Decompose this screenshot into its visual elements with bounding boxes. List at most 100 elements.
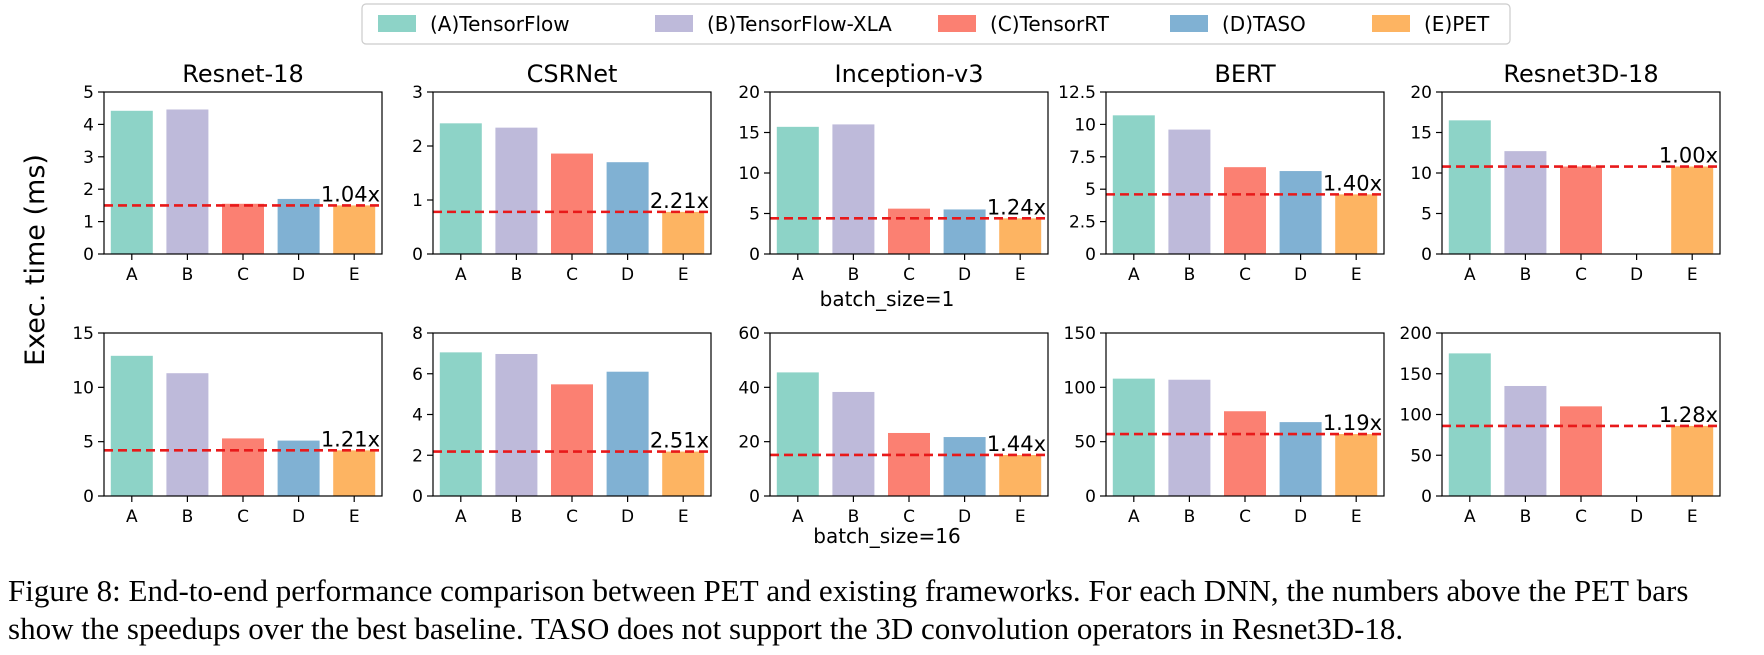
y-tick-label: 15 <box>738 124 760 144</box>
speedup-label: 1.00x <box>1659 144 1718 168</box>
y-tick-label: 60 <box>738 324 760 344</box>
panel-7: 0 2 4 6 8 A B C D E 2.51x <box>412 324 712 527</box>
bar-A <box>776 126 819 254</box>
bar-B <box>166 373 209 496</box>
legend-swatch-2 <box>655 15 693 32</box>
panel-2: 0 1 2 3 A B C D E CSRNet 2.21x <box>412 60 712 285</box>
row-label-batch-1: batch_size=1 <box>820 287 955 311</box>
y-tick-label: 0 <box>1085 487 1096 507</box>
x-tick-label-A: A <box>455 265 467 285</box>
x-tick-label-C: C <box>1239 507 1251 527</box>
legend-frame <box>361 3 1511 45</box>
x-tick-label-E: E <box>1015 507 1026 527</box>
y-tick-label: 5 <box>83 433 94 453</box>
bar-B <box>1168 379 1211 496</box>
y-tick-label: 100 <box>1400 406 1432 426</box>
bar-E <box>1335 434 1378 496</box>
y-tick-label: 12.5 <box>1058 83 1096 103</box>
y-tick-label: 10 <box>738 164 760 184</box>
bar-C <box>888 208 930 254</box>
y-tick-label: 0 <box>1085 245 1096 265</box>
bar-C <box>1224 167 1266 254</box>
y-tick-label: 150 <box>1064 324 1096 344</box>
speedup-label: 1.40x <box>1323 171 1382 195</box>
bar-E <box>1335 194 1378 254</box>
x-tick-label-D: D <box>1630 507 1643 527</box>
bar-A <box>439 352 482 496</box>
bar-D <box>277 440 320 496</box>
bar-D <box>606 162 649 254</box>
chart-panels: 0 1 2 3 4 5 A B C D E Resnet-18 1.04x 0 1 2 3 A B C D E CSRNet… <box>72 60 1721 527</box>
x-tick-label-C: C <box>1575 507 1587 527</box>
y-tick-label: 0 <box>412 245 423 265</box>
bar-A <box>1448 120 1491 254</box>
bar-C <box>1560 166 1602 254</box>
y-tick-label: 20 <box>1410 83 1432 103</box>
bar-E <box>1671 425 1714 496</box>
panel-title: Resnet-18 <box>182 60 303 88</box>
x-tick-label-C: C <box>903 507 915 527</box>
bar-C <box>222 438 264 496</box>
bar-B <box>832 124 875 255</box>
bar-D <box>943 437 986 496</box>
x-tick-label-D: D <box>621 265 634 285</box>
y-tick-label: 50 <box>1410 446 1432 466</box>
y-tick-label: 5 <box>1085 180 1096 200</box>
x-tick-label-B: B <box>511 265 523 285</box>
x-tick-label-A: A <box>126 265 138 285</box>
y-axis-label: Exec. time (ms) <box>20 154 51 366</box>
panel-8: 0 20 40 60 A B C D E 1.44x <box>738 324 1049 527</box>
legend-swatch-3 <box>938 15 976 32</box>
panel-9: 0 50 100 150 A B C D E 1.19x <box>1064 324 1385 527</box>
x-tick-label-C: C <box>237 507 249 527</box>
legend-label-2: (B)TensorFlow-XLA <box>707 12 892 36</box>
y-tick-label: 10 <box>1410 164 1432 184</box>
x-tick-label-E: E <box>678 507 689 527</box>
y-tick-label: 4 <box>83 115 94 135</box>
y-tick-label: 3 <box>83 148 94 168</box>
x-tick-label-D: D <box>621 507 634 527</box>
y-tick-label: 5 <box>749 205 760 225</box>
legend-label-1: (A)TensorFlow <box>430 12 570 36</box>
x-tick-label-E: E <box>1351 507 1362 527</box>
y-tick-label: 0 <box>412 487 423 507</box>
x-tick-label-D: D <box>1294 507 1307 527</box>
caption-smallcaps-1: ET <box>720 573 759 608</box>
bar-E <box>662 211 705 254</box>
x-tick-label-A: A <box>126 507 138 527</box>
y-tick-label: 0 <box>83 245 94 265</box>
bar-D <box>1279 171 1322 254</box>
bar-A <box>1112 115 1155 254</box>
panel-5: 0 5 10 15 20 A B C D E Resnet3D-18 1.00x <box>1410 60 1721 285</box>
x-tick-label-C: C <box>566 507 578 527</box>
legend-swatch-4 <box>1170 15 1208 32</box>
row-label-batch-16: batch_size=16 <box>813 524 960 548</box>
y-tick-label: 0 <box>749 487 760 507</box>
legend-label-5: (E)PET <box>1424 12 1490 36</box>
bar-C <box>1560 406 1602 496</box>
x-tick-label-E: E <box>1351 265 1362 285</box>
bar-D <box>277 198 320 254</box>
bar-E <box>333 450 376 496</box>
panel-1: 0 1 2 3 4 5 A B C D E Resnet-18 1.04x <box>83 60 383 285</box>
y-tick-label: 15 <box>1410 124 1432 144</box>
y-tick-label: 2 <box>412 137 423 157</box>
x-tick-label-C: C <box>1239 265 1251 285</box>
legend-label-3: (C)TensorRT <box>990 12 1110 36</box>
speedup-label: 1.44x <box>987 432 1046 456</box>
y-tick-label: 150 <box>1400 365 1432 385</box>
panel-title: CSRNet <box>527 60 618 88</box>
bar-B <box>495 127 538 254</box>
x-tick-label-B: B <box>1520 265 1532 285</box>
bar-C <box>551 153 593 254</box>
bar-E <box>662 451 705 496</box>
bar-D <box>606 371 649 496</box>
bar-C <box>888 432 930 496</box>
x-tick-label-D: D <box>1294 265 1307 285</box>
x-tick-label-A: A <box>792 265 804 285</box>
x-tick-label-E: E <box>349 507 360 527</box>
bar-A <box>110 110 153 255</box>
x-tick-label-E: E <box>678 265 689 285</box>
figure: (A)TensorFlow (B)TensorFlow-XLA (C)TensorR… <box>20 3 1721 548</box>
y-tick-label: 8 <box>412 324 423 344</box>
